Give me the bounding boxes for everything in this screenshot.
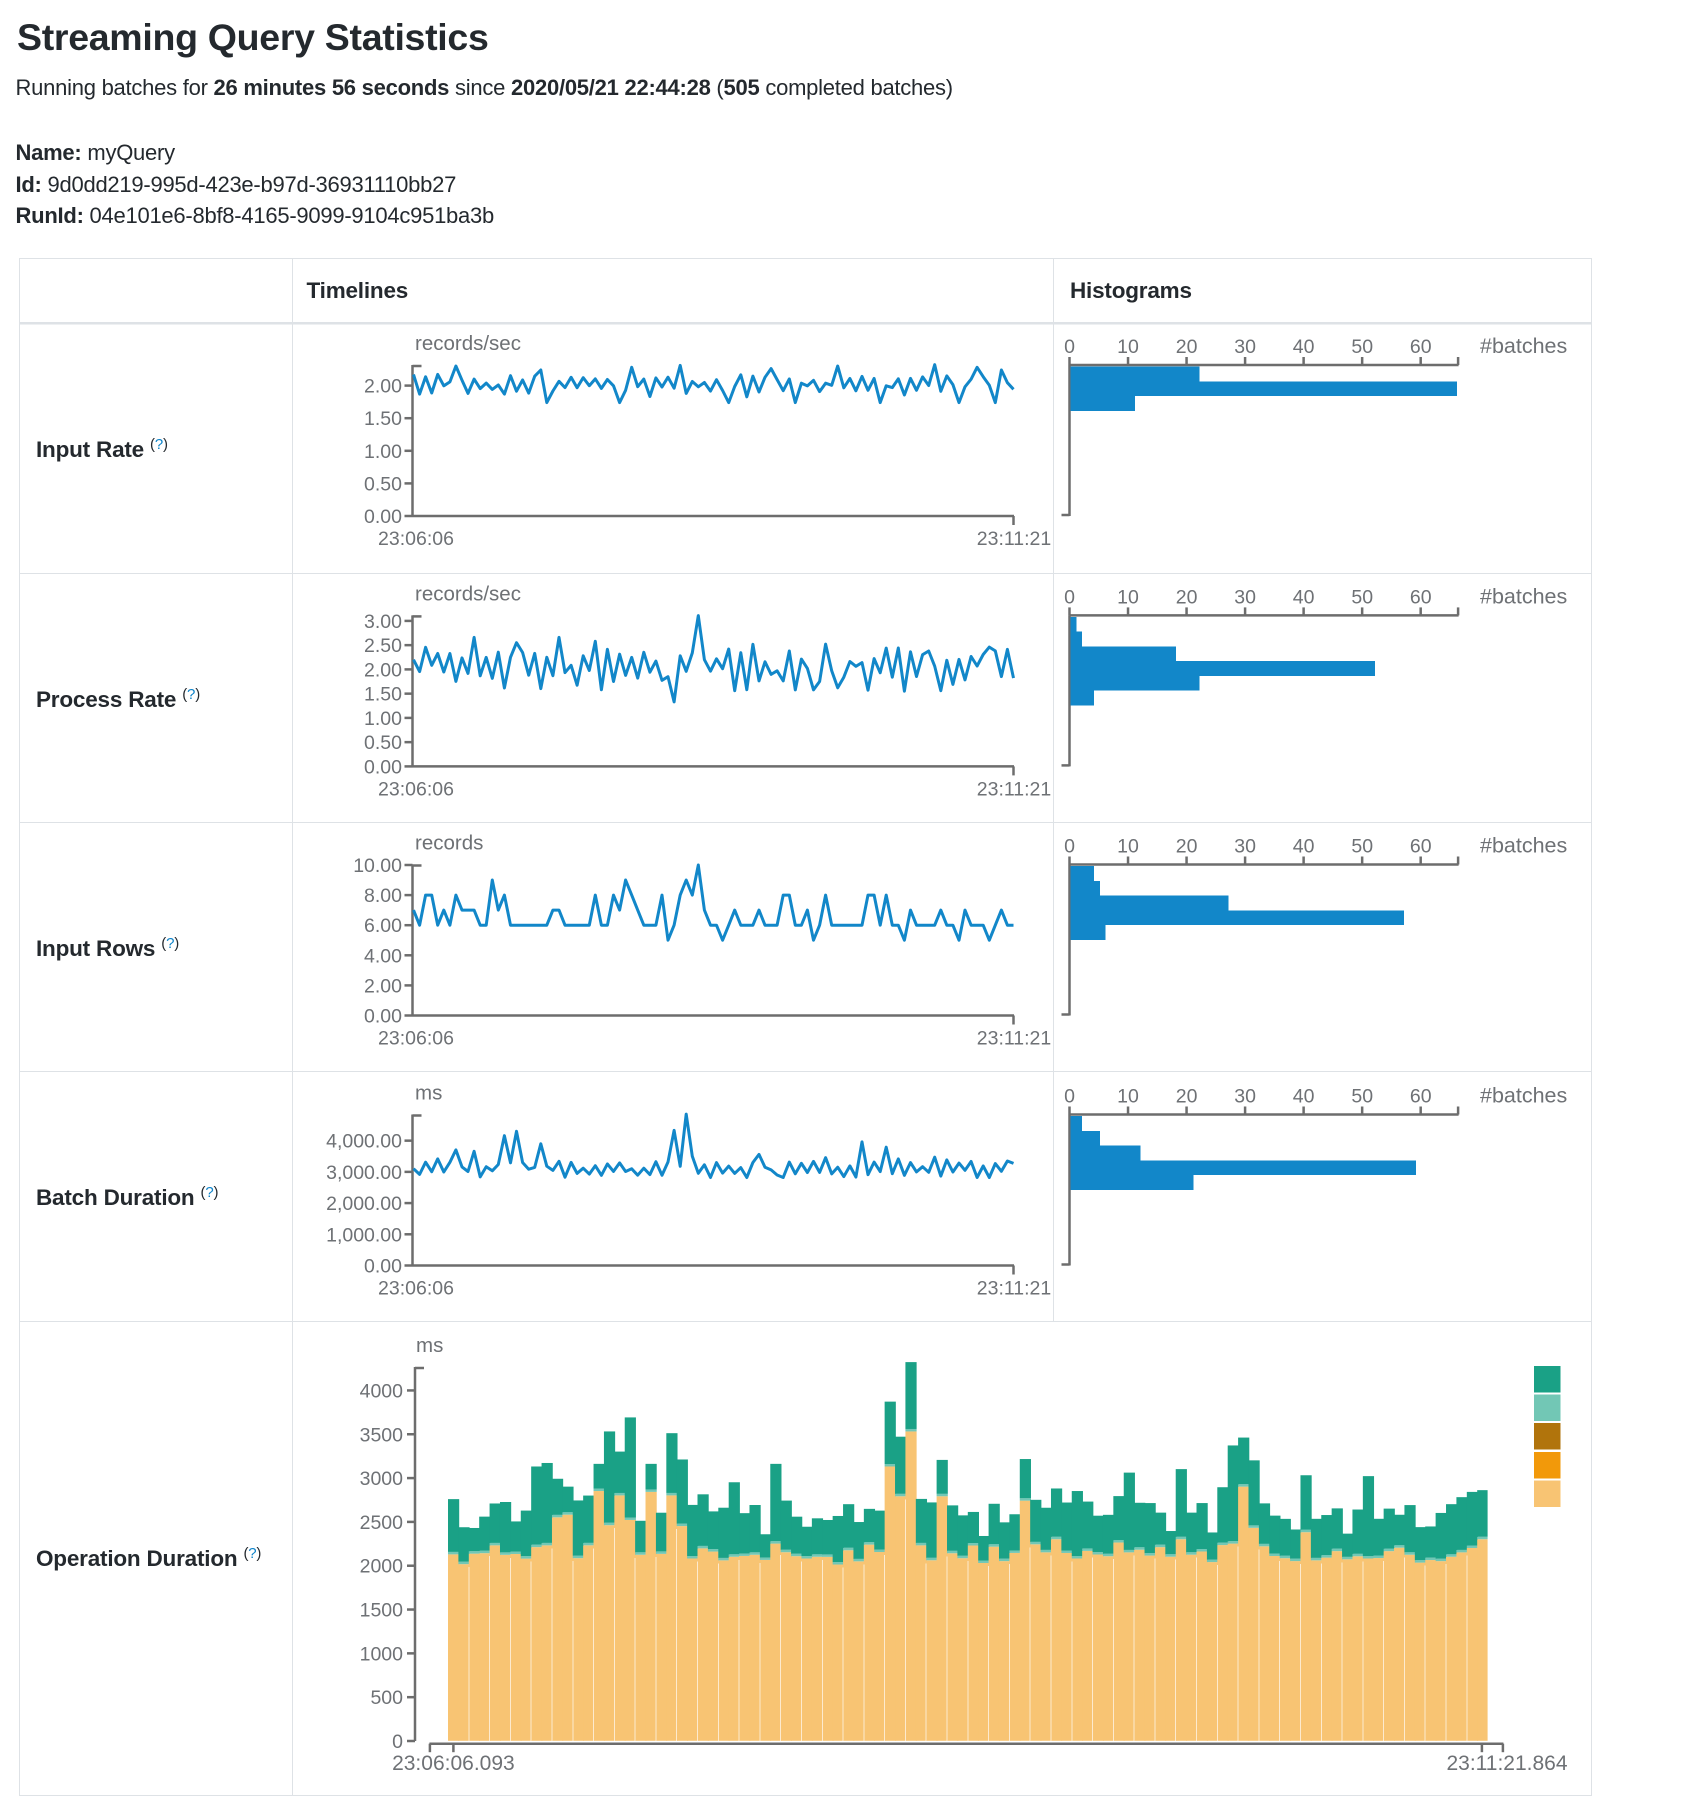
svg-text:3500: 3500 [360, 1424, 404, 1446]
svg-text:20: 20 [1176, 336, 1198, 358]
svg-text:23:11:21: 23:11:21 [977, 778, 1051, 800]
svg-text:60: 60 [1410, 336, 1432, 358]
svg-text:1.50: 1.50 [364, 408, 402, 430]
svg-text:23:11:21: 23:11:21 [977, 1278, 1051, 1300]
svg-text:30: 30 [1234, 586, 1256, 608]
svg-text:#batches: #batches [1480, 584, 1567, 608]
svg-text:ms: ms [415, 1082, 442, 1105]
svg-text:23:06:06: 23:06:06 [378, 1028, 454, 1050]
svg-text:0.00: 0.00 [364, 1006, 402, 1028]
svg-text:23:11:21: 23:11:21 [977, 528, 1051, 550]
svg-text:ms: ms [416, 1334, 443, 1357]
svg-text:2000: 2000 [360, 1556, 404, 1578]
svg-text:60: 60 [1410, 836, 1432, 858]
svg-text:1.00: 1.00 [364, 441, 402, 463]
svg-text:2.00: 2.00 [364, 659, 402, 681]
svg-text:40: 40 [1293, 1086, 1315, 1108]
svg-text:60: 60 [1410, 586, 1432, 608]
svg-text:2.50: 2.50 [364, 635, 402, 657]
svg-text:1000: 1000 [360, 1643, 404, 1665]
svg-text:#batches: #batches [1480, 834, 1567, 858]
svg-text:23:06:06: 23:06:06 [378, 528, 454, 550]
svg-text:0.50: 0.50 [364, 732, 402, 754]
svg-text:2.00: 2.00 [364, 376, 402, 398]
svg-text:4000: 4000 [360, 1380, 404, 1402]
svg-text:10: 10 [1117, 336, 1139, 358]
svg-text:30: 30 [1234, 336, 1256, 358]
svg-text:50: 50 [1351, 586, 1373, 608]
svg-text:1.00: 1.00 [364, 708, 402, 730]
svg-text:#batches: #batches [1480, 334, 1567, 358]
svg-text:3000: 3000 [360, 1468, 404, 1490]
svg-text:3,000.00: 3,000.00 [326, 1162, 402, 1184]
svg-text:0.50: 0.50 [364, 473, 402, 495]
svg-text:50: 50 [1351, 1086, 1373, 1108]
svg-text:#batches: #batches [1480, 1084, 1567, 1108]
svg-text:40: 40 [1293, 836, 1315, 858]
svg-text:60: 60 [1410, 1086, 1432, 1108]
svg-text:2.00: 2.00 [364, 975, 402, 997]
svg-text:0: 0 [1064, 336, 1075, 358]
svg-text:8.00: 8.00 [364, 885, 402, 907]
svg-text:23:06:06: 23:06:06 [378, 1278, 454, 1300]
svg-text:30: 30 [1234, 1086, 1256, 1108]
svg-text:3.00: 3.00 [364, 611, 402, 633]
svg-text:0: 0 [1064, 586, 1075, 608]
svg-text:records/sec: records/sec [415, 332, 521, 355]
svg-text:1,000.00: 1,000.00 [326, 1224, 402, 1246]
svg-text:500: 500 [370, 1687, 403, 1709]
svg-text:2500: 2500 [360, 1512, 404, 1534]
svg-text:0: 0 [392, 1731, 403, 1753]
svg-text:4.00: 4.00 [364, 945, 402, 967]
svg-text:30: 30 [1234, 836, 1256, 858]
svg-text:40: 40 [1293, 336, 1315, 358]
svg-text:20: 20 [1176, 1086, 1198, 1108]
svg-text:1.50: 1.50 [364, 684, 402, 706]
svg-text:1500: 1500 [360, 1600, 404, 1622]
svg-text:0: 0 [1064, 836, 1075, 858]
svg-text:10: 10 [1117, 1086, 1139, 1108]
svg-text:10: 10 [1117, 836, 1139, 858]
svg-text:10.00: 10.00 [353, 855, 402, 877]
svg-text:23:11:21.864: 23:11:21.864 [1446, 1752, 1567, 1775]
svg-text:4,000.00: 4,000.00 [326, 1131, 402, 1153]
svg-text:23:06:06.093: 23:06:06.093 [392, 1752, 515, 1775]
svg-text:records: records [415, 832, 483, 855]
svg-text:0.00: 0.00 [364, 506, 402, 528]
svg-text:50: 50 [1351, 836, 1373, 858]
svg-text:23:06:06: 23:06:06 [378, 778, 454, 800]
svg-text:0: 0 [1064, 1086, 1075, 1108]
svg-text:6.00: 6.00 [364, 915, 402, 937]
svg-text:2,000.00: 2,000.00 [326, 1193, 402, 1215]
svg-text:40: 40 [1293, 586, 1315, 608]
svg-text:records/sec: records/sec [415, 582, 521, 605]
svg-text:0.00: 0.00 [364, 1256, 402, 1278]
svg-text:20: 20 [1176, 586, 1198, 608]
svg-text:23:11:21: 23:11:21 [977, 1028, 1051, 1050]
svg-text:10: 10 [1117, 586, 1139, 608]
svg-text:20: 20 [1176, 836, 1198, 858]
svg-text:50: 50 [1351, 336, 1373, 358]
svg-text:0.00: 0.00 [364, 756, 402, 778]
